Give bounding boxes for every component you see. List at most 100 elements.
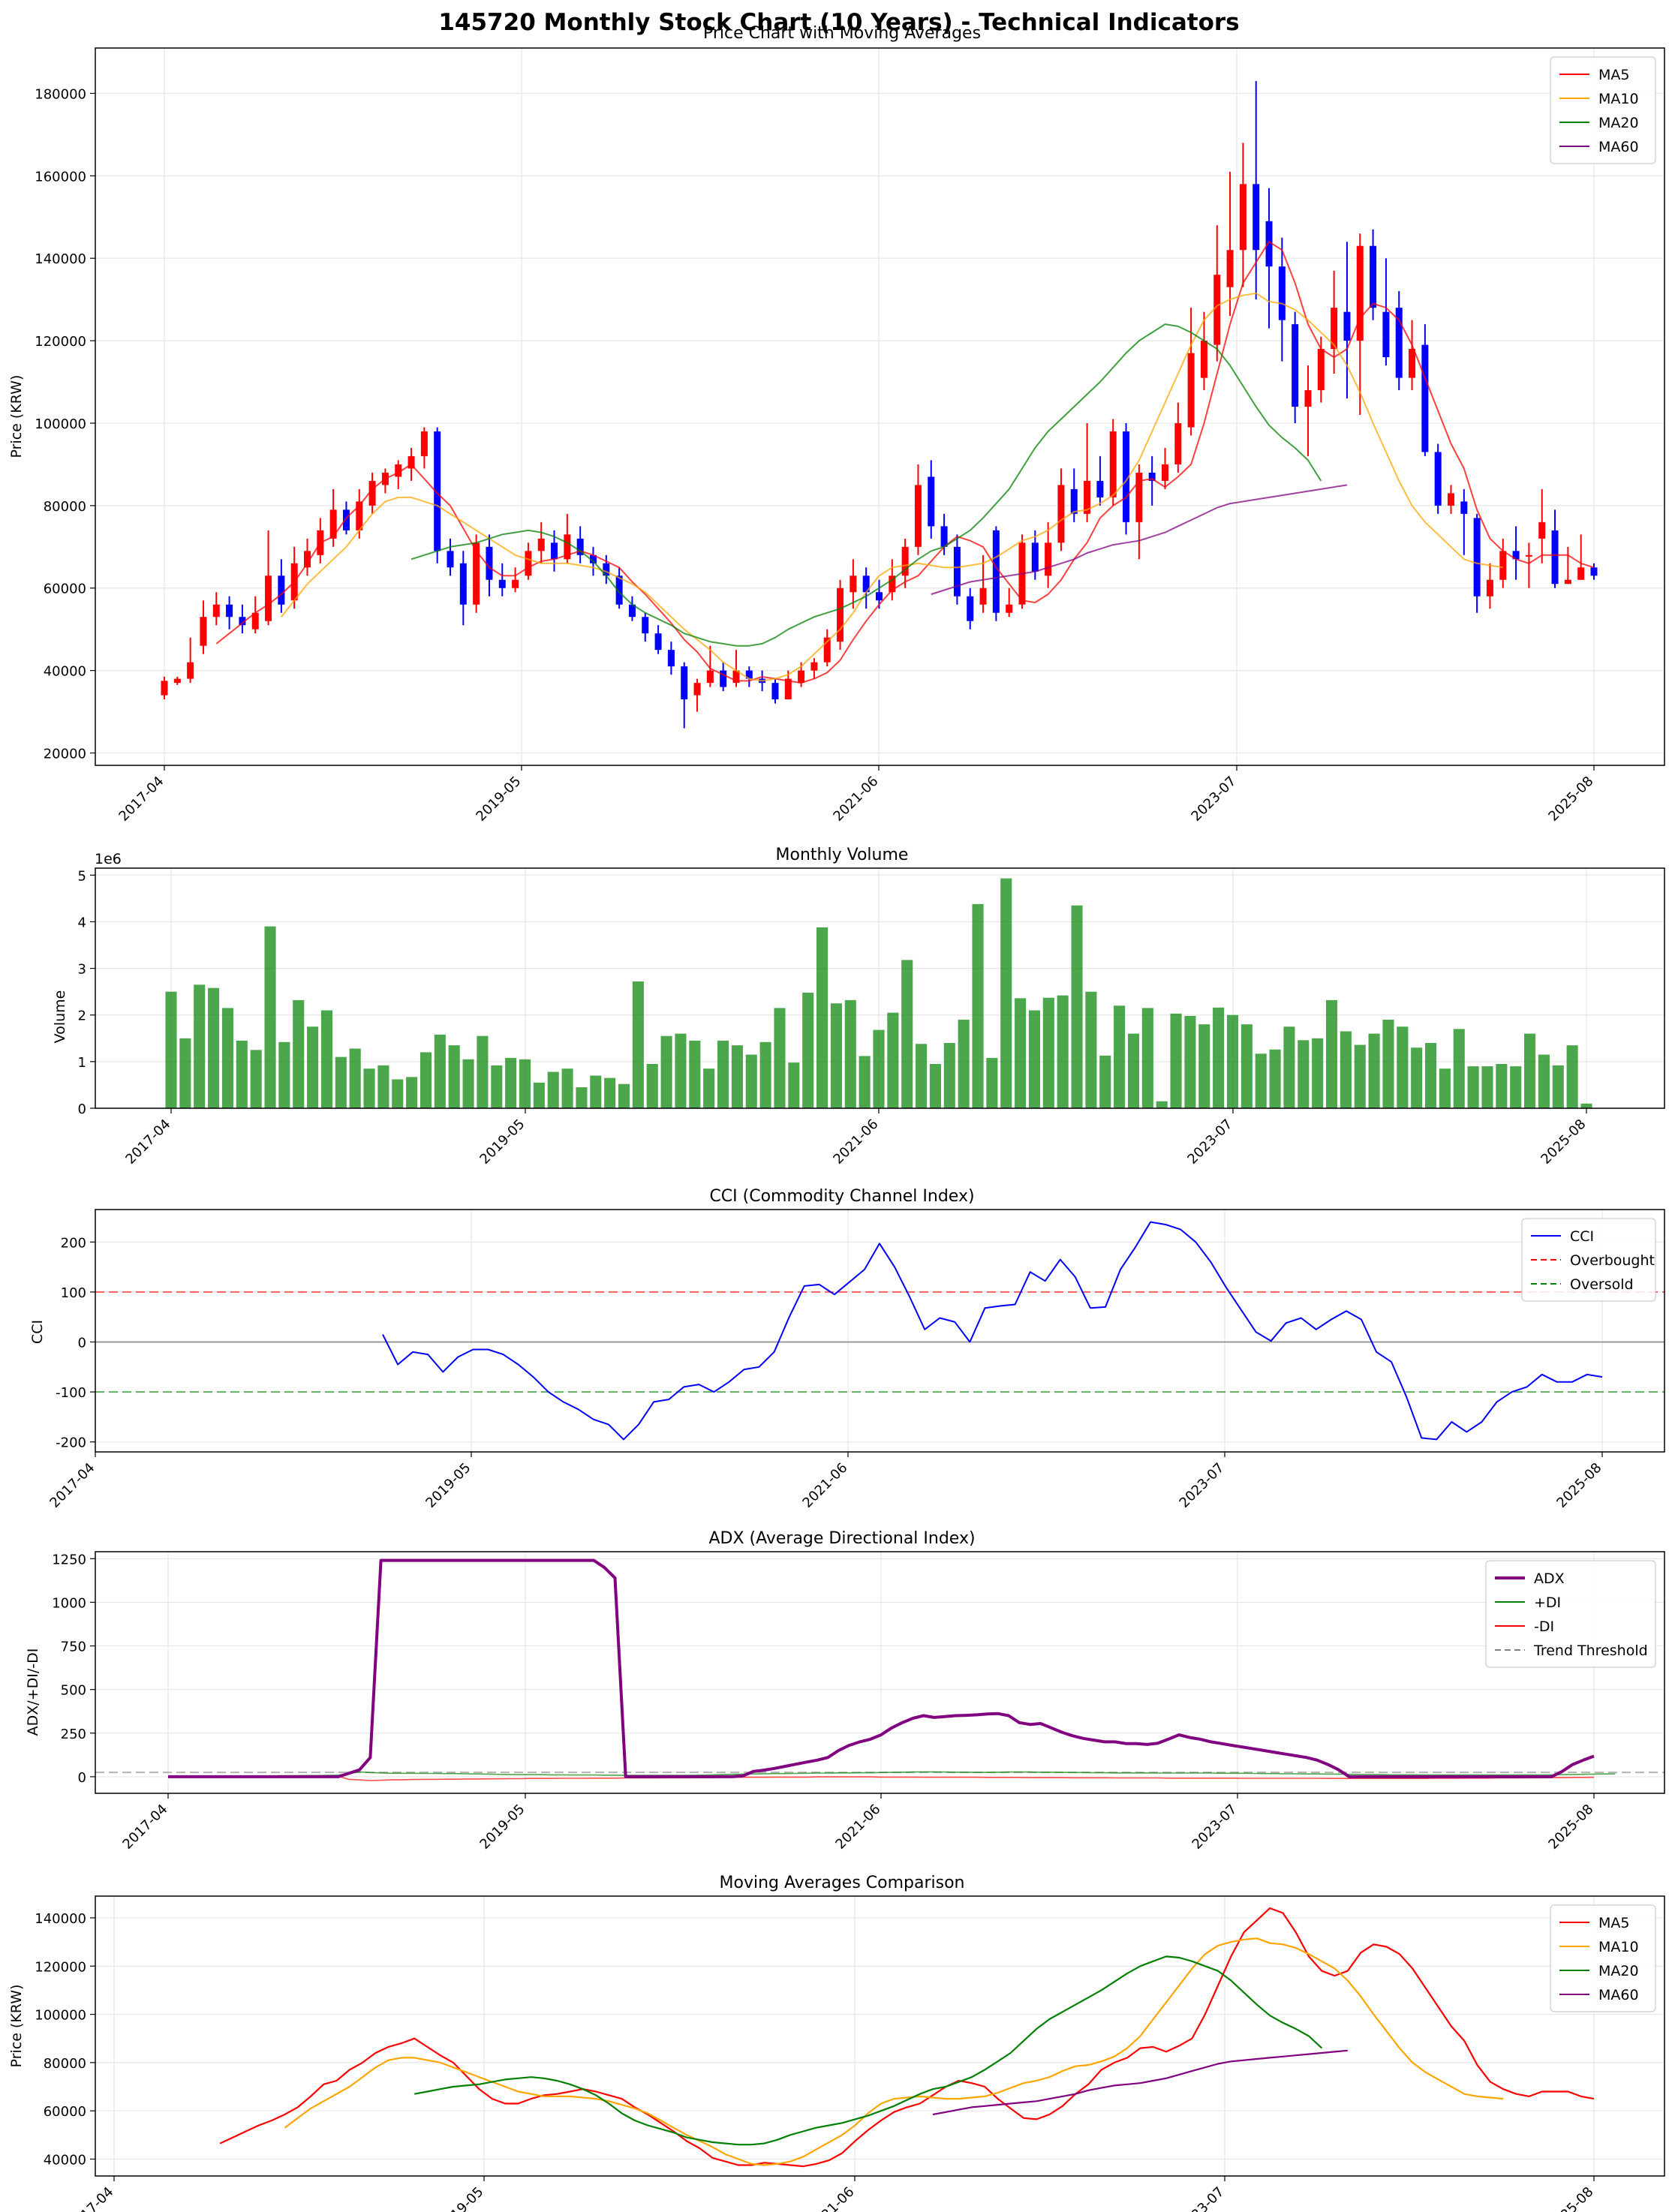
volume-bar	[264, 926, 276, 1108]
volume-bar	[660, 1035, 672, 1108]
ma5-line	[219, 1907, 1595, 2168]
candle-body	[525, 551, 532, 576]
volume-panel: Monthly Volume Volume 1e6 0 1 2 3 4 5 2017-04 2…	[52, 846, 1665, 1168]
x-tick-label: 2023-07	[1189, 1802, 1240, 1853]
candle-body	[615, 576, 623, 605]
candle-body	[603, 563, 610, 576]
volume-bar	[759, 1041, 771, 1108]
legend-label: MA10	[1598, 1939, 1639, 1955]
legend-label: MA5	[1598, 1915, 1629, 1931]
volume-bar	[1424, 1043, 1437, 1108]
candle-body	[771, 683, 779, 700]
volume-bar	[887, 1012, 899, 1108]
y-tick-label: 60000	[44, 2104, 86, 2120]
volume-bar	[1439, 1068, 1451, 1108]
cci-panel-title: CCI (Commodity Channel Index)	[709, 1187, 974, 1206]
y-tick-label: -100	[56, 1385, 86, 1401]
volume-bar	[632, 981, 644, 1108]
volume-bar	[165, 991, 177, 1108]
candle-body	[265, 576, 272, 621]
candle-body	[1123, 431, 1130, 522]
x-tick-label: 2023-07	[1176, 2184, 1227, 2212]
volume-bar	[1071, 905, 1083, 1108]
candle-body	[1331, 308, 1338, 350]
adx-ylabel: ADX/+DI/-DI	[25, 1648, 41, 1736]
y-tick-label: 500	[61, 1683, 86, 1699]
candle-body	[200, 617, 207, 646]
figure-title: 145720 Monthly Stock Chart (10 Years) - …	[438, 9, 1239, 36]
volume-bar	[194, 984, 206, 1108]
y-tick-label: 750	[61, 1639, 86, 1655]
candle-body	[862, 576, 870, 593]
volume-bar	[1354, 1044, 1366, 1108]
volume-bar	[533, 1082, 545, 1108]
volume-bar	[1453, 1029, 1465, 1108]
plot-frame	[95, 1209, 1665, 1453]
x-tick-label: 2017-04	[116, 774, 167, 825]
y-tick-label: 0	[78, 1335, 86, 1351]
volume-bar	[491, 1065, 503, 1108]
y-tick-label: 0	[78, 1770, 86, 1786]
volume-bar	[590, 1075, 602, 1108]
candle-body	[914, 485, 922, 547]
volume-bar	[576, 1087, 588, 1108]
candle-body	[278, 576, 285, 605]
candle-body	[642, 617, 649, 634]
y-tick-label: 160000	[35, 169, 86, 185]
candle-body	[1590, 567, 1598, 576]
candle-body	[486, 546, 493, 580]
cci-ylabel: CCI	[29, 1320, 46, 1344]
candle-body	[1006, 604, 1013, 613]
cci-panel: CCI (Commodity Channel Index) CCI -200 -1…	[29, 1187, 1665, 1511]
candle-body	[1343, 311, 1351, 341]
legend-label: +DI	[1534, 1594, 1561, 1611]
legend: MA5 MA10 MA20 MA60	[1550, 56, 1656, 164]
volume-bar	[1057, 995, 1069, 1108]
volume-bar	[901, 960, 913, 1108]
ma5-line	[215, 241, 1595, 684]
ma60-line	[932, 2049, 1348, 2116]
volume-bar	[1255, 1053, 1267, 1108]
candle-body	[876, 592, 883, 601]
candle-body	[407, 455, 415, 469]
volume-bar	[307, 1026, 319, 1108]
volume-bar	[1099, 1055, 1111, 1108]
volume-ylabel: Volume	[52, 990, 68, 1044]
candle-body	[1239, 184, 1246, 251]
candle-body	[434, 431, 441, 551]
volume-bar	[802, 992, 814, 1108]
volume-bar	[1481, 1066, 1493, 1108]
volume-bar	[1283, 1026, 1295, 1108]
volume-bar	[604, 1077, 616, 1108]
volume-bar	[1411, 1047, 1423, 1108]
volume-bar	[1325, 999, 1338, 1108]
candle-body	[928, 476, 935, 527]
grid	[95, 1552, 1664, 1793]
ma10-line	[284, 1937, 1504, 2166]
volume-bar	[958, 1019, 970, 1108]
candle-body	[967, 596, 974, 621]
candle-body	[251, 612, 259, 630]
y-tick-label: 1000	[52, 1595, 86, 1611]
volume-bar	[477, 1035, 489, 1108]
legend-label: ADX	[1534, 1570, 1565, 1587]
volume-bar	[1510, 1066, 1522, 1108]
volume-bar	[916, 1044, 928, 1108]
volume-bar	[1496, 1063, 1508, 1108]
candle-body	[459, 563, 467, 605]
volume-bar	[1127, 1033, 1140, 1108]
candle-body	[940, 526, 948, 547]
y-tick-label: 100000	[35, 416, 86, 432]
candle-body	[745, 670, 753, 679]
volume-bar	[208, 987, 220, 1108]
volume-bar	[1156, 1101, 1168, 1108]
candle-body	[837, 588, 844, 642]
x-tick-label: 2025-08	[1545, 1802, 1596, 1853]
plot-area	[95, 1210, 1664, 1452]
volume-bar	[1184, 1015, 1196, 1108]
legend-label: Trend Threshold	[1533, 1642, 1648, 1659]
x-tick-label: 2025-08	[1545, 774, 1596, 825]
volume-bar	[618, 1083, 630, 1108]
volume-bar	[448, 1045, 460, 1108]
